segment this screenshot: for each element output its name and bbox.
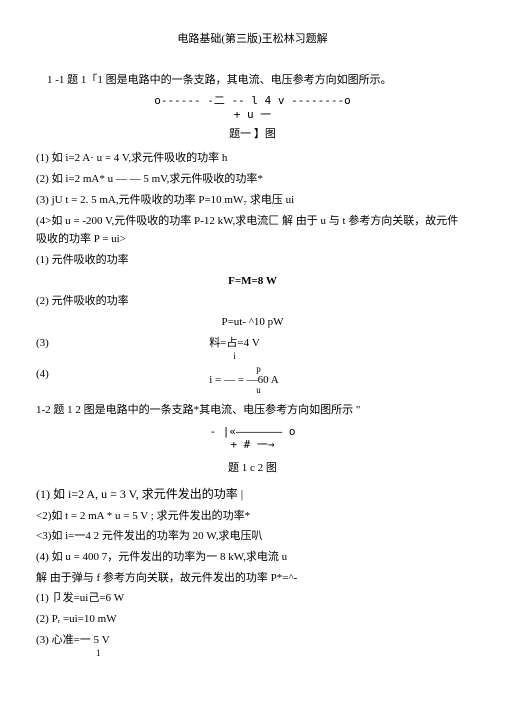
answer-3-value-block: 料=占=4 V i — [209, 334, 260, 362]
part-2: <2)如 t = 2 mA * u = 5 V ; 求元件发出的功率* — [36, 507, 469, 526]
answer-4-value: i = — = ―60 A — [209, 374, 279, 386]
caption-2: 题 1 c 2 图 — [36, 459, 469, 478]
answer-2-label: (2) 元件吸收的功率 — [36, 292, 469, 311]
part-1: (1) 如 i=2 A, u = 3 V, 求元件发出的功率 | — [36, 484, 469, 504]
part-4: (4) 如 u = 400 7，元件发出的功率为一 8 kW,求电流 u — [36, 548, 469, 567]
answer-4-value-block: p i = — = ―60 A u — [209, 365, 279, 395]
diagram-1-line-1: o------ -二 -- l 4 v --------o — [36, 94, 469, 107]
answer-1-label: (1) 元件吸收的功率 — [36, 251, 469, 270]
result-1: (1) 卩发=ui己=6 W — [36, 589, 469, 608]
diagram-2-line-1: - |«——————— o — [36, 425, 469, 438]
result-2: (2) Pᵣ =ui=10 mW — [36, 610, 469, 629]
question-3: (3) jU t = 2. 5 mA,元件吸收的功率 P=10 mW₇ 求电压 … — [36, 191, 469, 210]
answer-3-label: (3) — [36, 334, 209, 353]
result-3-sub: 1 — [36, 649, 469, 658]
answer-4-row: (4) p i = — = ―60 A u — [36, 365, 469, 395]
answer-2-value: P=ut- ^10 pW — [36, 313, 469, 332]
answer-3-row: (3) 料=占=4 V i — [36, 334, 469, 362]
question-4: (4>如 u = -200 V,元件吸收的功率 P-12 kW,求电流匚 解 由… — [36, 212, 469, 249]
caption-1: 题一 】图 — [36, 125, 469, 144]
answer-4-p: p — [209, 365, 279, 374]
diagram-1: o------ -二 -- l 4 v --------o + u 一 — [36, 94, 469, 120]
page-title: 电路基础(第三版)王松林习题解 — [36, 30, 469, 49]
answer-3-value: 料=占=4 V — [209, 334, 260, 353]
section-2-intro: 1-2 题 1 2 图是电路中的一条支路*其电流、电压参考方向如图所示 " — [36, 401, 469, 420]
answer-3-sub: i — [209, 352, 260, 361]
answer-1-value: F=M=8 W — [36, 272, 469, 291]
result-3: (3) 心准=一 5 V 1 — [36, 631, 469, 659]
intro-paragraph: 1 -1 题 1「1 图是电路中的一条支路，其电流、电压参考方向如图所示。 — [36, 71, 469, 90]
diagram-2: - |«——————— o + # 一→ — [36, 425, 469, 451]
answer-4-label: (4) — [36, 365, 209, 384]
question-1: (1) 如 i=2 A· u = 4 V,求元件吸收的功率 h — [36, 149, 469, 168]
answer-4-u: u — [209, 386, 279, 395]
document-page: 电路基础(第三版)王松林习题解 1 -1 题 1「1 图是电路中的一条支路，其电… — [0, 0, 505, 680]
question-2: (2) 如 i=2 mA* u — — 5 mV,求元件吸收的功率* — [36, 170, 469, 189]
result-3-text: (3) 心准=一 5 V — [36, 634, 110, 646]
diagram-2-line-2: + # 一→ — [36, 438, 469, 451]
part-3: <3)如 i=一4 2 元件发出的功率为 20 W,求电压叭 — [36, 527, 469, 546]
diagram-1-line-2: + u 一 — [36, 108, 469, 121]
explain: 解 由于弹与 f 参考方向关联，故元件发出的功率 P*=^- — [36, 569, 469, 588]
